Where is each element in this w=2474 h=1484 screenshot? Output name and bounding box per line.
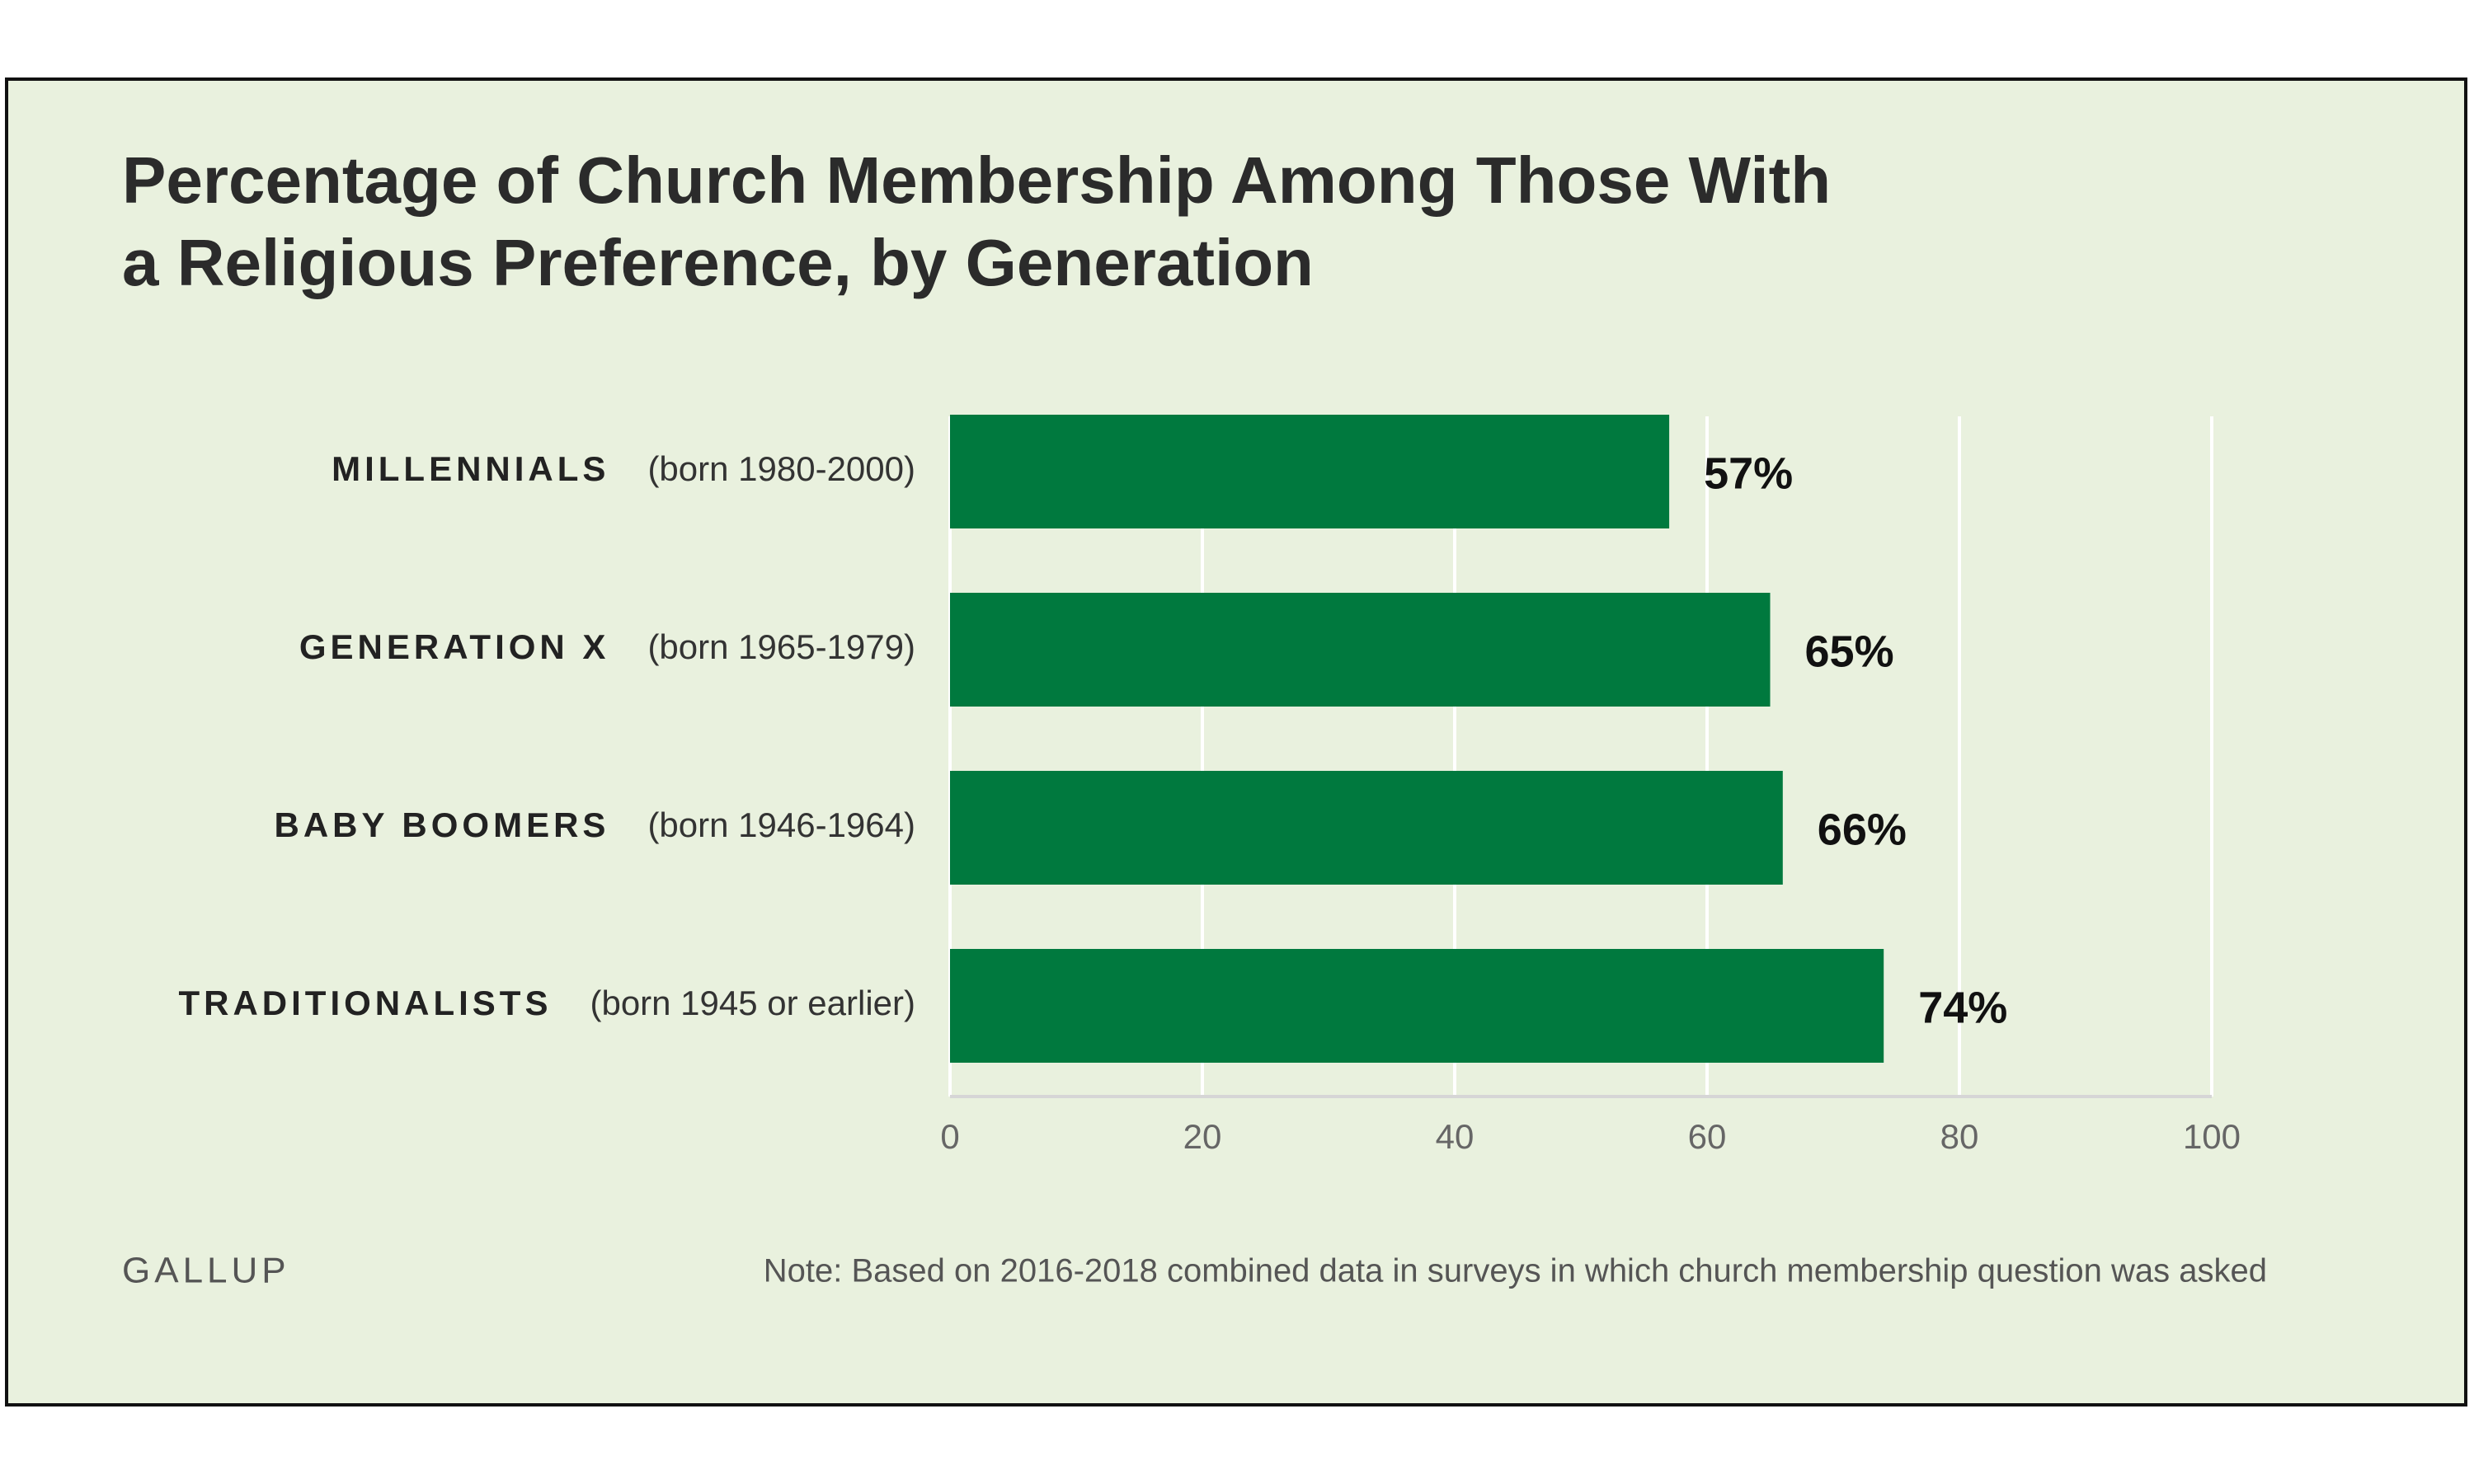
chart-title: a Religious Preference, by Generation <box>122 226 1314 299</box>
x-tick-label: 100 <box>2183 1117 2241 1156</box>
x-tick-label: 80 <box>1940 1117 1979 1156</box>
category-label: BABY BOOMERS <box>275 805 610 844</box>
bar <box>950 593 1771 707</box>
category-label: MILLENNIALS <box>332 449 609 488</box>
category-note: (born 1945 or earlier) <box>590 984 915 1022</box>
x-tick-label: 0 <box>940 1117 959 1156</box>
bar <box>950 771 1783 885</box>
value-label: 74% <box>1918 983 2007 1032</box>
x-tick-label: 60 <box>1688 1117 1727 1156</box>
value-label: 65% <box>1805 627 1894 676</box>
category-note: (born 1965-1979) <box>647 627 915 666</box>
category-label: TRADITIONALISTS <box>178 984 552 1022</box>
chart-title: Percentage of Church Membership Among Th… <box>122 143 1831 217</box>
category-note: (born 1946-1964) <box>647 805 915 844</box>
frame <box>5 77 2467 1407</box>
x-tick-label: 40 <box>1436 1117 1475 1156</box>
category-note: (born 1980-2000) <box>647 449 915 488</box>
note: Note: Based on 2016-2018 combined data i… <box>764 1253 2267 1289</box>
x-tick-label: 20 <box>1183 1117 1222 1156</box>
value-label: 57% <box>1704 448 1793 498</box>
value-label: 66% <box>1818 805 1907 854</box>
bar <box>950 949 1884 1063</box>
bar <box>950 415 1670 528</box>
category-label: GENERATION X <box>299 627 610 666</box>
source: GALLUP <box>122 1251 290 1291</box>
